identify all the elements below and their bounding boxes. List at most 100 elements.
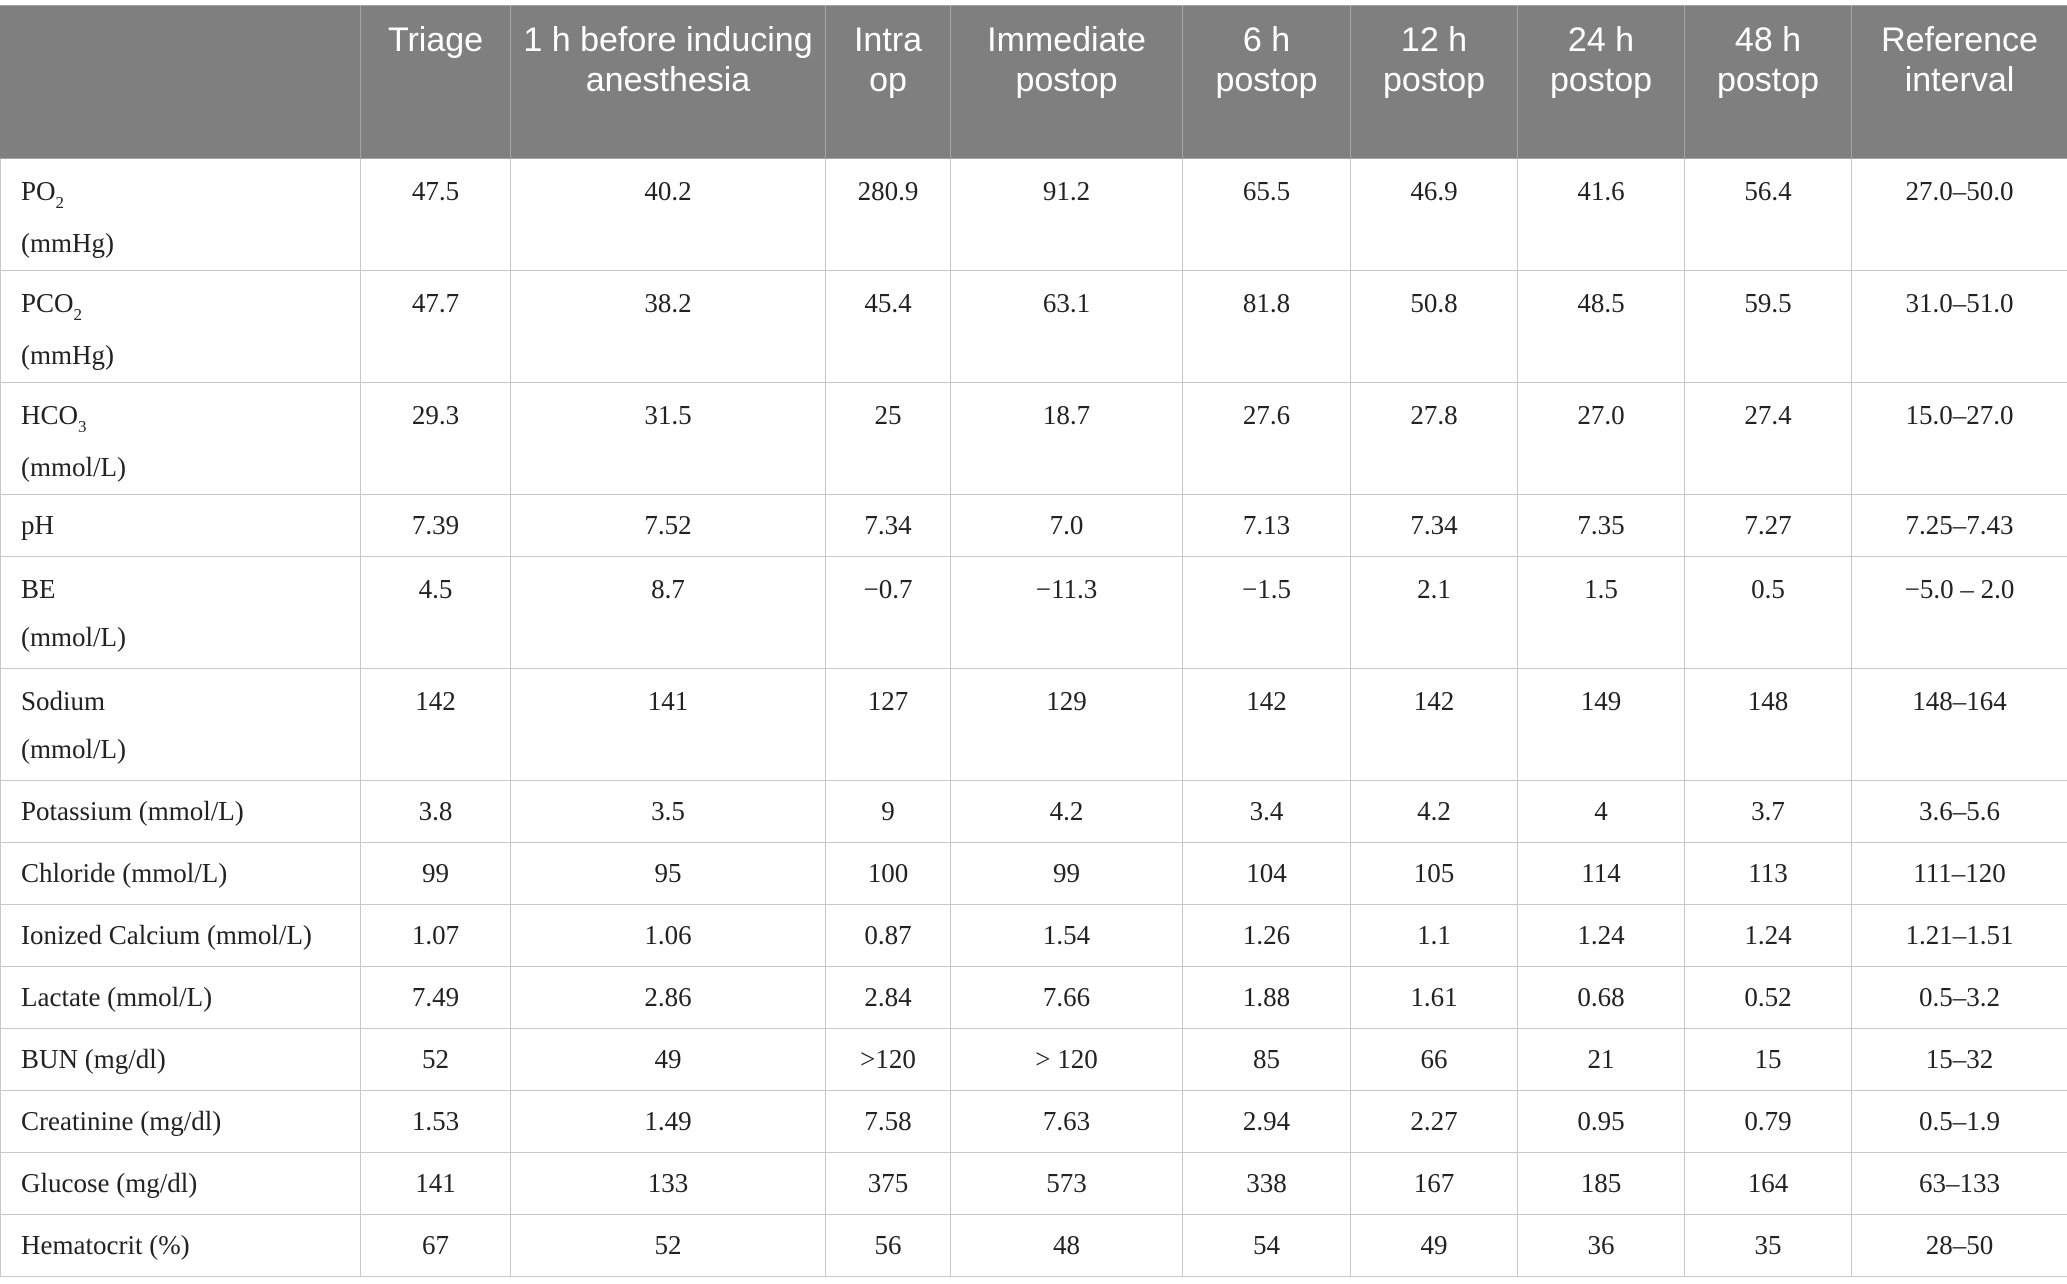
value-cell: −1.5 <box>1182 556 1351 669</box>
header-row: Triage 1 h before inducing anesthesia Intr… <box>0 5 2067 159</box>
table-row: pH 7.39 7.52 7.34 7.0 7.13 7.34 7.35 7.27 7.25–7.… <box>0 494 2067 557</box>
value-cell: >120 <box>825 1028 951 1091</box>
value-cell: 49 <box>1350 1214 1518 1277</box>
value-cell: 141 <box>360 1152 511 1215</box>
table-row: Sodium (mmol/L) 142 141 127 129 142 142 149 148 14… <box>0 668 2067 781</box>
value-cell: 1.49 <box>510 1090 826 1153</box>
value-cell: 7.35 <box>1517 494 1685 557</box>
value-cell: 48.5 <box>1517 270 1685 383</box>
parameter-name: PCO <box>21 288 74 318</box>
value-cell: 3.7 <box>1684 780 1852 843</box>
parameter-unit: (mmHg) <box>21 340 114 370</box>
table-row: BE (mmol/L) 4.5 8.7 −0.7 −11.3 −1.5 2.1 1.5 0.5 −5… <box>0 556 2067 669</box>
reference-interval-cell: −5.0 – 2.0 <box>1851 556 2067 669</box>
value-cell: 133 <box>510 1152 826 1215</box>
value-cell: 67 <box>360 1214 511 1277</box>
value-cell: 49 <box>510 1028 826 1091</box>
header-cell-1: Triage <box>360 5 511 159</box>
row-label-cell: BUN (mg/dl) <box>0 1028 361 1091</box>
header-cell-5: 6 h postop <box>1182 5 1351 159</box>
value-cell: 31.5 <box>510 382 826 495</box>
value-cell: 1.06 <box>510 904 826 967</box>
row-label-cell: Creatinine (mg/dl) <box>0 1090 361 1153</box>
header-cell-4: Immediate postop <box>950 5 1183 159</box>
value-cell: 47.7 <box>360 270 511 383</box>
value-cell: 1.24 <box>1684 904 1852 967</box>
reference-interval-cell: 7.25–7.43 <box>1851 494 2067 557</box>
value-cell: 1.61 <box>1350 966 1518 1029</box>
table-row: Potassium (mmol/L) 3.8 3.5 9 4.2 3.4 4.2 4 3.7 3.… <box>0 780 2067 843</box>
table-body: PO2 (mmHg) 47.5 40.2 280.9 91.2 65.5 46.9 41.6 56… <box>0 158 2067 1277</box>
parameter-name: Chloride (mmol/L) <box>21 858 228 888</box>
parameter-name: Sodium <box>21 686 106 716</box>
parameter-subscript: 2 <box>55 193 65 212</box>
table-row: Glucose (mg/dl) 141 133 375 573 338 167 185 164 6… <box>0 1152 2067 1215</box>
value-cell: 63.1 <box>950 270 1183 383</box>
reference-interval-cell: 1.21–1.51 <box>1851 904 2067 967</box>
value-cell: 129 <box>950 668 1183 781</box>
reference-interval-cell: 15–32 <box>1851 1028 2067 1091</box>
value-cell: 104 <box>1182 842 1351 905</box>
table-row: Lactate (mmol/L) 7.49 2.86 2.84 7.66 1.88 1.61… <box>0 966 2067 1029</box>
row-label-cell: Ionized Calcium (mmol/L) <box>0 904 361 967</box>
table-row: Creatinine (mg/dl) 1.53 1.49 7.58 7.63 2.94 2.… <box>0 1090 2067 1153</box>
parameter-name: Hematocrit (%) <box>21 1230 190 1260</box>
lab-results-table: Triage 1 h before inducing anesthesia Intr… <box>0 5 2067 1277</box>
row-label-cell: BE (mmol/L) <box>0 556 361 669</box>
value-cell: 65.5 <box>1182 158 1351 271</box>
header-cell-9: Reference interval <box>1851 5 2067 159</box>
parameter-unit: (mmol/L) <box>21 622 126 652</box>
value-cell: 38.2 <box>510 270 826 383</box>
table-row: PO2 (mmHg) 47.5 40.2 280.9 91.2 65.5 46.9 41.6 56… <box>0 158 2067 271</box>
reference-interval-cell: 28–50 <box>1851 1214 2067 1277</box>
value-cell: 52 <box>360 1028 511 1091</box>
lab-results-table-container: Triage 1 h before inducing anesthesia Intr… <box>0 5 2067 1277</box>
value-cell: 2.86 <box>510 966 826 1029</box>
value-cell: 2.84 <box>825 966 951 1029</box>
value-cell: 0.52 <box>1684 966 1852 1029</box>
value-cell: 7.39 <box>360 494 511 557</box>
row-label-cell: Glucose (mg/dl) <box>0 1152 361 1215</box>
value-cell: 7.0 <box>950 494 1183 557</box>
value-cell: 35 <box>1684 1214 1852 1277</box>
value-cell: 338 <box>1182 1152 1351 1215</box>
reference-interval-cell: 0.5–3.2 <box>1851 966 2067 1029</box>
parameter-subscript: 2 <box>73 305 83 324</box>
value-cell: 46.9 <box>1350 158 1518 271</box>
value-cell: 56.4 <box>1684 158 1852 271</box>
value-cell: 21 <box>1517 1028 1685 1091</box>
value-cell: 4.2 <box>1350 780 1518 843</box>
value-cell: 2.27 <box>1350 1090 1518 1153</box>
value-cell: 7.13 <box>1182 494 1351 557</box>
value-cell: 7.49 <box>360 966 511 1029</box>
parameter-name: Lactate (mmol/L) <box>21 982 213 1012</box>
value-cell: 7.27 <box>1684 494 1852 557</box>
value-cell: 0.79 <box>1684 1090 1852 1153</box>
value-cell: 167 <box>1350 1152 1518 1215</box>
value-cell: 85 <box>1182 1028 1351 1091</box>
value-cell: 4.5 <box>360 556 511 669</box>
value-cell: 29.3 <box>360 382 511 495</box>
row-label-cell: PCO2 (mmHg) <box>0 270 361 383</box>
row-label-cell: Lactate (mmol/L) <box>0 966 361 1029</box>
value-cell: 7.58 <box>825 1090 951 1153</box>
parameter-name: pH <box>21 510 54 540</box>
parameter-name: PO <box>21 176 56 206</box>
value-cell: 56 <box>825 1214 951 1277</box>
value-cell: 185 <box>1517 1152 1685 1215</box>
value-cell: 1.24 <box>1517 904 1685 967</box>
value-cell: 59.5 <box>1684 270 1852 383</box>
value-cell: 45.4 <box>825 270 951 383</box>
value-cell: 375 <box>825 1152 951 1215</box>
value-cell: 280.9 <box>825 158 951 271</box>
reference-interval-cell: 15.0–27.0 <box>1851 382 2067 495</box>
value-cell: 4 <box>1517 780 1685 843</box>
value-cell: 7.52 <box>510 494 826 557</box>
parameter-name: Potassium (mmol/L) <box>21 796 244 826</box>
table-row: Hematocrit (%) 67 52 56 48 54 49 36 35 28–50 <box>0 1214 2067 1277</box>
value-cell: 47.5 <box>360 158 511 271</box>
table-header: Triage 1 h before inducing anesthesia Intr… <box>0 5 2067 159</box>
value-cell: 15 <box>1684 1028 1852 1091</box>
table-row: Ionized Calcium (mmol/L) 1.07 1.06 0.87 1.54… <box>0 904 2067 967</box>
row-label-cell: Hematocrit (%) <box>0 1214 361 1277</box>
